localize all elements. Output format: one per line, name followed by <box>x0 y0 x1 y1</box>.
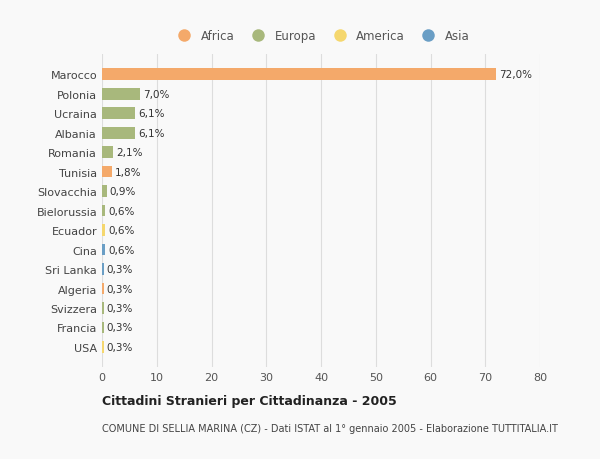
Text: 6,1%: 6,1% <box>138 129 164 139</box>
Bar <box>102 167 112 178</box>
Text: 0,3%: 0,3% <box>106 303 133 313</box>
Text: 0,3%: 0,3% <box>106 264 133 274</box>
Text: 0,3%: 0,3% <box>106 284 133 294</box>
Bar <box>102 283 104 295</box>
Text: 0,9%: 0,9% <box>110 187 136 197</box>
Text: 0,6%: 0,6% <box>108 245 134 255</box>
Text: 2,1%: 2,1% <box>116 148 143 158</box>
Bar <box>102 186 107 197</box>
Text: 7,0%: 7,0% <box>143 90 169 100</box>
Legend: Africa, Europa, America, Asia: Africa, Europa, America, Asia <box>172 30 470 43</box>
Bar <box>102 263 104 275</box>
Text: 0,3%: 0,3% <box>106 342 133 352</box>
Text: 72,0%: 72,0% <box>499 70 532 80</box>
Text: 0,6%: 0,6% <box>108 206 134 216</box>
Bar <box>102 69 496 81</box>
Bar <box>102 128 136 139</box>
Bar <box>102 302 104 314</box>
Bar <box>102 108 136 120</box>
Text: 1,8%: 1,8% <box>115 167 141 177</box>
Text: 0,3%: 0,3% <box>106 323 133 333</box>
Bar <box>102 147 113 159</box>
Bar <box>102 225 105 236</box>
Text: 6,1%: 6,1% <box>138 109 164 119</box>
Bar <box>102 341 104 353</box>
Bar <box>102 244 105 256</box>
Text: 0,6%: 0,6% <box>108 225 134 235</box>
Text: COMUNE DI SELLIA MARINA (CZ) - Dati ISTAT al 1° gennaio 2005 - Elaborazione TUTT: COMUNE DI SELLIA MARINA (CZ) - Dati ISTA… <box>102 424 558 433</box>
Bar <box>102 205 105 217</box>
Text: Cittadini Stranieri per Cittadinanza - 2005: Cittadini Stranieri per Cittadinanza - 2… <box>102 394 397 407</box>
Bar <box>102 89 140 101</box>
Bar <box>102 322 104 334</box>
